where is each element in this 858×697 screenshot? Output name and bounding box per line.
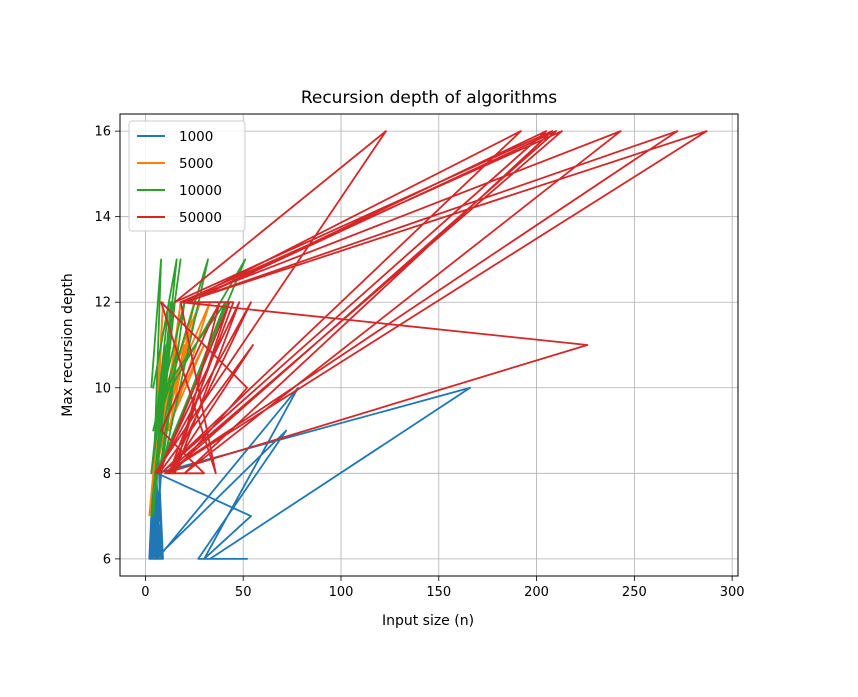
x-tick-label: 100 <box>329 585 354 600</box>
x-tick-label: 50 <box>235 585 252 600</box>
y-tick-label: 14 <box>94 210 111 225</box>
y-tick-label: 12 <box>94 296 111 311</box>
legend-label: 5000 <box>179 156 213 172</box>
x-axis-label: Input size (n) <box>382 613 474 629</box>
x-tick-label: 300 <box>720 585 745 600</box>
y-axis-label: Max recursion depth <box>60 273 76 417</box>
x-tick-label: 250 <box>622 585 647 600</box>
plot-frame <box>119 113 739 577</box>
y-tick-label: 8 <box>103 467 111 482</box>
y-tick-label: 10 <box>94 381 111 396</box>
x-tick-label: 0 <box>141 585 149 600</box>
legend-label: 10000 <box>179 183 222 199</box>
legend: 1000 5000 10000 50000 <box>128 120 246 232</box>
x-tick-label: 200 <box>524 585 549 600</box>
series-line-50000 <box>154 130 708 475</box>
y-tick-label: 16 <box>94 125 111 140</box>
legend-label: 1000 <box>179 129 213 145</box>
legend-box <box>128 120 246 232</box>
x-tick-label: 150 <box>426 585 451 600</box>
legend-label: 50000 <box>179 210 222 226</box>
series-layer <box>148 130 708 560</box>
y-tick-label: 6 <box>103 552 111 567</box>
axis-ticks: 0 50 100 150 200 250 300 6 8 10 12 14 16 <box>94 125 744 600</box>
series-line-10000 <box>150 258 247 517</box>
chart-title: Recursion depth of algorithms <box>301 88 557 108</box>
